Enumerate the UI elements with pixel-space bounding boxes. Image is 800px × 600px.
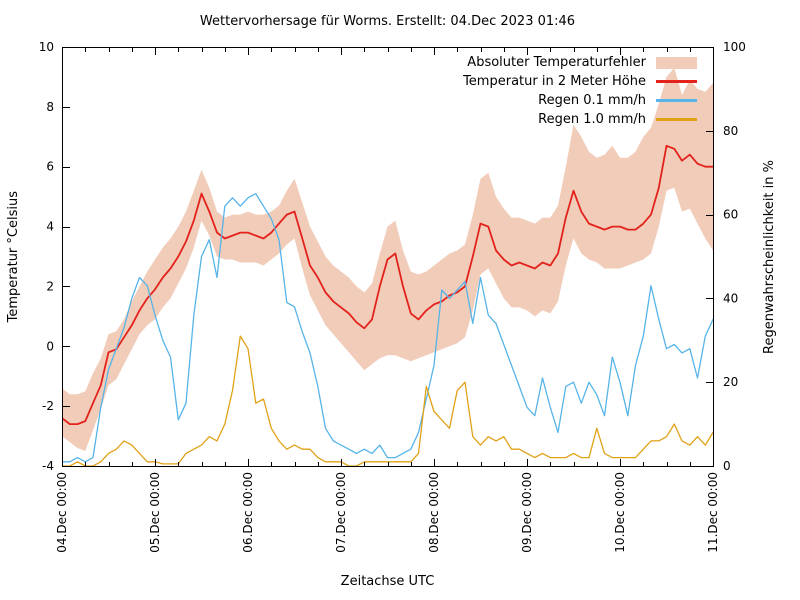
y-left-tick-label: 6 [46,160,54,174]
legend-item-temperature-error: Absoluter Temperaturfehler [463,53,697,72]
series-layer [62,67,713,466]
y-right-tick-label: 40 [723,291,738,305]
y-left-tick-label: 2 [46,279,54,293]
x-tick-label: 04.Dec 00:00 [55,472,69,553]
x-tick-label: 06.Dec 00:00 [241,472,255,553]
x-tick-label: 11.Dec 00:00 [706,472,720,553]
y-left-tick-label: -2 [42,399,54,413]
plot-border [62,47,714,467]
y-right-tick-label: 100 [723,40,746,54]
y-left-axis-title-wrap: Temperatur °Celsius [6,47,21,466]
y-left-tick-label: 4 [46,220,54,234]
x-tick-label: 10.Dec 00:00 [613,472,627,553]
legend-item-rain-10: Regen 1.0 mm/h [463,110,697,129]
band-swatch-icon [656,56,697,69]
x-tick-label: 09.Dec 00:00 [520,472,534,553]
legend: Absoluter Temperaturfehler Temperatur in… [463,53,697,129]
legend-item-rain-01: Regen 0.1 mm/h [463,91,697,110]
axis-ticks [62,47,714,467]
y-right-tick-label: 80 [723,124,738,138]
y-right-axis-title: Regenwahrscheinlichkeit in % [762,159,777,354]
legend-item-temperature: Temperatur in 2 Meter Höhe [463,72,697,91]
y-right-tick-label: 0 [723,459,731,473]
legend-label: Regen 1.0 mm/h [538,112,646,127]
y-right-tick-label: 20 [723,375,738,389]
legend-label: Absoluter Temperaturfehler [467,55,646,70]
red-line-swatch-icon [656,80,697,83]
y-left-tick-label: 10 [39,40,54,54]
x-tick-label: 08.Dec 00:00 [427,472,441,553]
y-left-tick-label: -4 [42,459,54,473]
x-tick-label: 05.Dec 00:00 [148,472,162,553]
chart-title: Wettervorhersage für Worms. Erstellt: 04… [199,14,576,29]
legend-label: Regen 0.1 mm/h [538,93,646,108]
y-left-axis-title: Temperatur °Celsius [6,190,21,323]
legend-label: Temperatur in 2 Meter Höhe [463,74,646,89]
temperature-line [62,144,713,425]
x-axis-title: Zeitachse UTC [340,574,435,589]
y-right-tick-label: 60 [723,208,738,222]
y-left-tick-label: 8 [46,100,54,114]
y-left-tick-label: 0 [46,339,54,353]
orange-line-swatch-icon [656,118,697,121]
rain-01-line [62,192,713,463]
y-right-axis-title-wrap: Regenwahrscheinlichkeit in % [762,47,777,466]
rain-10-line [62,335,713,466]
x-tick-label: 07.Dec 00:00 [334,472,348,553]
blue-line-swatch-icon [656,99,697,102]
